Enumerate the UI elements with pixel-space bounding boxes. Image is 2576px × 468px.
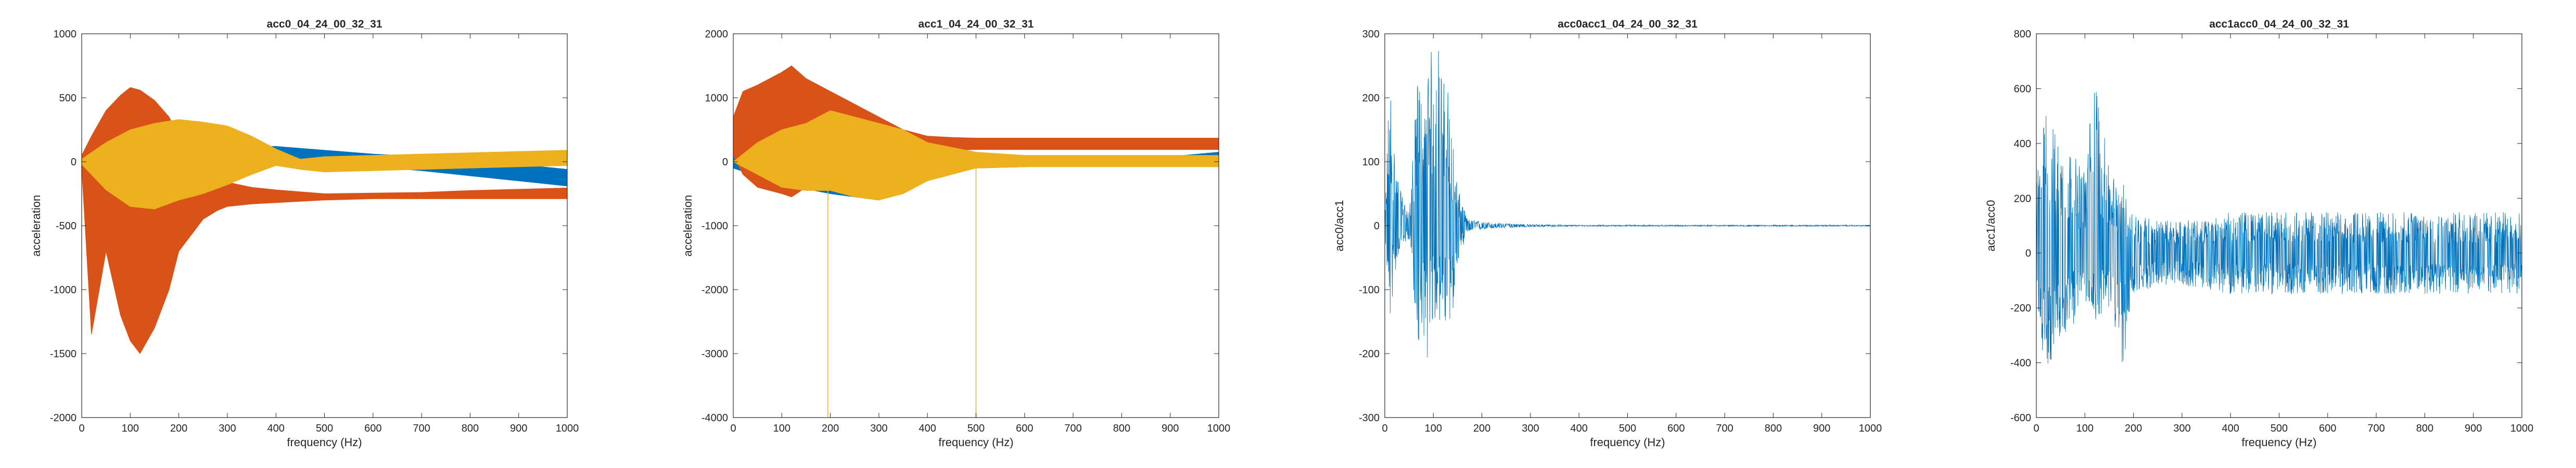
x-tick-label: 600 [1667,423,1685,434]
x-tick-label: 800 [1765,423,1782,434]
x-tick-label: 400 [919,423,936,434]
y-tick-label: -600 [2010,412,2031,424]
x-axis-label: frequency (Hz) [938,436,1013,449]
x-tick-label: 1000 [2510,423,2534,434]
x-tick-label: 300 [870,423,887,434]
plot-content [2036,92,2522,364]
x-tick-label: 200 [170,423,187,434]
y-tick-label: -300 [1359,412,1380,424]
y-tick-label: 0 [2025,248,2031,259]
y-tick-label: -200 [1359,348,1380,360]
y-tick-label: -400 [2010,358,2031,369]
x-tick-label: 600 [1016,423,1033,434]
y-tick-label: -1500 [50,348,76,360]
plot-content [733,65,1219,418]
x-tick-label: 1000 [1859,423,1882,434]
x-tick-label: 100 [122,423,139,434]
y-tick-label: 300 [1362,29,1380,40]
series-1-line [2036,92,2522,364]
x-tick-label: 900 [1813,423,1830,434]
y-tick-label: 0 [722,157,728,168]
plot-content [82,87,567,354]
chart-panel-4: 0 100 200 300 400 500 600 700 800 900 1000 -600 -400… [1984,18,2533,449]
y-tick-label: 0 [71,157,76,168]
x-tick-label: 500 [316,423,333,434]
x-tick-label: 0 [730,423,736,434]
x-tick-label: 400 [267,423,285,434]
y-tick-label: 200 [1362,93,1380,104]
x-tick-label: 200 [1473,423,1490,434]
x-tick-label: 1000 [556,423,579,434]
x-tick-label: 600 [2319,423,2336,434]
x-tick-label: 100 [1425,423,1442,434]
x-tick-label: 900 [1162,423,1179,434]
chart-panel-3: 0 100 200 300 400 500 600 700 800 900 1000-300-200… [1333,18,1882,449]
series-3-band [733,110,1219,201]
y-tick-label: -2000 [702,284,728,296]
x-tick-label: 700 [2367,423,2384,434]
x-tick-label: 100 [773,423,790,434]
x-tick-label: 200 [822,423,839,434]
y-tick-label: 800 [2014,29,2031,40]
y-axis-label: acc0/acc1 [1333,200,1346,251]
x-tick-label: 900 [510,423,527,434]
y-tick-label: -3000 [702,348,728,360]
x-tick-label: 800 [2416,423,2433,434]
chart-title: acc0acc1_04_24_00_32_31 [1558,18,1698,30]
y-tick-label: -1000 [50,284,76,296]
x-tick-label: 900 [2465,423,2482,434]
y-tick-label: 1000 [705,93,729,104]
x-tick-label: 300 [2173,423,2190,434]
x-axis-label: frequency (Hz) [1590,436,1665,449]
x-axis-label: frequency (Hz) [2241,436,2316,449]
y-tick-label: -2000 [50,412,76,424]
y-tick-label: 400 [2014,138,2031,150]
chart-title: acc1acc0_04_24_00_32_31 [2209,18,2349,30]
chart-title: acc0_04_24_00_32_31 [267,18,382,30]
x-tick-label: 0 [2033,423,2039,434]
x-tick-label: 700 [413,423,430,434]
series-2-band [82,87,567,354]
x-tick-label: 800 [462,423,479,434]
x-tick-label: 0 [1382,423,1387,434]
y-tick-label: -100 [1359,284,1380,296]
x-tick-label: 500 [1619,423,1636,434]
y-tick-label: 1000 [54,29,77,40]
x-tick-label: 700 [1716,423,1733,434]
y-tick-label: -1000 [702,220,728,232]
x-tick-label: 400 [2222,423,2239,434]
y-axis-label: acceleration [681,195,694,257]
x-tick-label: 300 [1522,423,1539,434]
x-tick-label: 600 [364,423,381,434]
x-tick-label: 1000 [1207,423,1231,434]
x-tick-label: 300 [219,423,236,434]
y-tick-label: 500 [59,93,76,104]
x-tick-label: 100 [2076,423,2094,434]
x-tick-label: 700 [1064,423,1081,434]
x-axis-label: frequency (Hz) [287,436,362,449]
series-3-band [82,119,567,210]
y-tick-label: 600 [2014,83,2031,95]
x-tick-label: 400 [1571,423,1588,434]
y-tick-label: 200 [2014,193,2031,204]
series-1-line [1385,51,1870,358]
y-tick-label: 100 [1362,157,1380,168]
y-tick-label: 2000 [705,29,729,40]
y-tick-label: -4000 [702,412,728,424]
x-tick-label: 800 [1113,423,1130,434]
x-tick-label: 200 [2125,423,2142,434]
x-tick-label: 500 [967,423,985,434]
y-axis-label: acceleration [30,195,43,257]
plot-content [1385,51,1870,358]
y-axis-label: acc1/acc0 [1984,200,1997,251]
x-tick-label: 500 [2271,423,2288,434]
x-tick-label: 0 [79,423,84,434]
chart-title: acc1_04_24_00_32_31 [919,18,1034,30]
y-tick-label: -500 [56,220,76,232]
y-tick-label: 0 [1374,220,1380,232]
chart-panel-1: 0 100 200 300 400 500 600 700 800 900 1000 -2000 -15… [30,18,579,449]
chart-panel-2: 0 100 200 300 400 500 600 700 800 900 1000 -4000 -30… [681,18,1230,449]
y-tick-label: -200 [2010,303,2031,314]
